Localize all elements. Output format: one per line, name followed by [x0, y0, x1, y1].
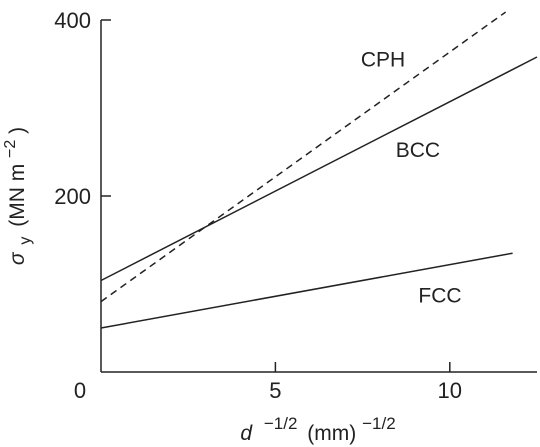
x-axis-label: d −1/2 (mm) −1/2	[240, 411, 395, 445]
x-tick-label-0: 0	[74, 378, 86, 403]
x-axis-label-base-exponent: −1/2	[264, 414, 298, 433]
series-line-bcc	[100, 56, 538, 282]
series-label-fcc: FCC	[418, 284, 461, 307]
series-line-fcc	[100, 252, 513, 329]
y-axis-label-subscript: y	[17, 237, 34, 245]
x-axis-label-unit: (mm)	[307, 422, 356, 445]
y-axis-label-unit: (MN m	[6, 164, 29, 227]
x-axis-label-base: d	[240, 422, 253, 445]
y-ticks: 200 400	[54, 8, 111, 209]
y-axis-label-close: )	[6, 127, 29, 134]
y-tick-label-200: 200	[54, 184, 91, 209]
plot-area: 200 400 0 5 10 CPH BCC FCC	[54, 8, 538, 403]
series-label-bcc: BCC	[396, 139, 440, 162]
y-axis-label-symbol: σ	[6, 251, 29, 265]
x-tick-label-5: 5	[269, 378, 281, 403]
x-ticks: 0 5 10	[74, 362, 462, 403]
x-axis-label-unit-exponent: −1/2	[362, 414, 396, 433]
series-group: CPH BCC FCC	[100, 11, 538, 329]
series-label-cph: CPH	[361, 49, 405, 72]
x-tick-label-10: 10	[438, 378, 462, 403]
series-line-cph	[100, 11, 507, 303]
y-axis-label: σ y (MN m −2 )	[0, 127, 35, 265]
y-axis-label-unit-exponent: −2	[2, 140, 19, 158]
y-tick-label-400: 400	[54, 8, 91, 33]
